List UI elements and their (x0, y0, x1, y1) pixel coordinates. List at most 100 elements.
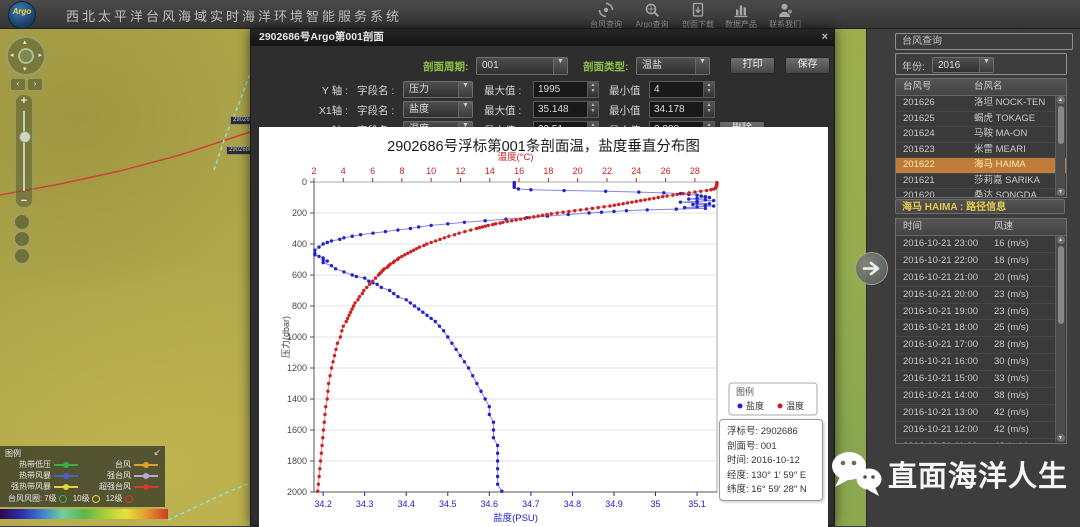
min-label: 最小值 (609, 83, 641, 98)
chevron-down-icon[interactable]: ▼ (695, 58, 709, 74)
pan-down-icon[interactable]: ▾ (23, 66, 27, 73)
field-label: 字段名 : (357, 83, 394, 98)
x1-field-select[interactable]: 盐度 ▼ (403, 101, 473, 118)
dialog-titlebar[interactable]: 2902686号Argo第001剖面 × (251, 29, 834, 46)
track-row[interactable]: 2016-10-21 19:00 23 (m/s) (896, 304, 1066, 321)
watermark: 直面海洋人生 (828, 446, 1068, 502)
track-row[interactable]: 2016-10-21 18:00 25 (m/s) (896, 320, 1066, 337)
type-select[interactable]: 温盐 ▼ (636, 57, 710, 75)
y-min-input[interactable]: 4 ▲▼ (649, 81, 715, 98)
app-header: Argo 西北太平洋台风海域实时海洋环境智能服务系统 台风查询 Argo查询 剖… (0, 0, 1080, 29)
typhoon-search-box[interactable]: 台风查询 (895, 33, 1073, 50)
scroll-down-icon[interactable]: ▼ (1057, 434, 1065, 442)
y-max-input[interactable]: 1995 ▲▼ (533, 81, 599, 98)
zoom-slider[interactable]: + − (15, 94, 33, 208)
map-tool-button-2[interactable] (14, 231, 30, 247)
zoom-track[interactable] (23, 111, 25, 191)
track-row[interactable]: 2016-10-21 12:00 42 (m/s) (896, 422, 1066, 439)
stepper-arrows[interactable]: ▲▼ (703, 82, 714, 97)
typhoon-icon (598, 2, 614, 18)
close-icon[interactable]: × (822, 29, 828, 46)
track-row[interactable]: 2016-10-21 21:00 20 (m/s) (896, 270, 1066, 287)
legend-marker (54, 461, 78, 468)
scroll-thumb[interactable] (1058, 106, 1064, 144)
argo-trajectory-line-2 (168, 484, 248, 520)
zoom-out-button[interactable]: − (16, 195, 32, 207)
scrollbar[interactable]: ▲ ▼ (1055, 96, 1065, 196)
svg-text:20: 20 (573, 166, 583, 176)
typhoon-row[interactable]: 201622 海马 HAIMA (896, 158, 1066, 174)
typhoon-row[interactable]: 201625 蝎虎 TOKAGE (896, 112, 1066, 128)
x1-min-input[interactable]: 34.178 ▲▼ (649, 101, 715, 118)
chevron-down-icon[interactable]: ▼ (458, 102, 472, 117)
track-row[interactable]: 2016-10-21 17:00 28 (m/s) (896, 337, 1066, 354)
nav-argo-query[interactable]: Argo查询 (629, 2, 675, 30)
track-row[interactable]: 2016-10-21 14:00 38 (m/s) (896, 388, 1066, 405)
stepper-arrows[interactable]: ▲▼ (587, 82, 598, 97)
year-label: 年份: (902, 58, 925, 73)
scroll-thumb[interactable] (1058, 246, 1064, 324)
typhoon-row[interactable]: 201620 桑达 SONGDA (896, 189, 1066, 198)
wind-circle-legend: 台风风圈: 7级 10级 12级 (8, 493, 139, 504)
track-row[interactable]: 2016-10-21 20:00 23 (m/s) (896, 287, 1066, 304)
scrollbar[interactable]: ▲ ▼ (1055, 236, 1065, 442)
print-button[interactable]: 打印 (730, 57, 775, 74)
stepper-arrows[interactable]: ▲▼ (587, 102, 598, 117)
track-row[interactable]: 2016-10-21 16:00 30 (m/s) (896, 354, 1066, 371)
pan-right-icon[interactable]: ▸ (38, 52, 42, 59)
svg-text:温度: 温度 (786, 400, 804, 411)
pan-up-icon[interactable]: ▴ (23, 39, 27, 46)
scroll-up-icon[interactable]: ▲ (1057, 96, 1065, 104)
svg-text:34.3: 34.3 (356, 499, 374, 509)
app-title: 西北太平洋台风海域实时海洋环境智能服务系统 (66, 6, 402, 25)
track-row[interactable]: 2016-10-21 11:00 42 (m/s) (896, 439, 1066, 444)
argo-logo: Argo (8, 1, 36, 29)
nav-contact-us[interactable]: 联系我们 (762, 2, 808, 30)
typhoon-row[interactable]: 201621 莎莉嘉 SARIKA (896, 174, 1066, 190)
typhoon-row[interactable]: 201623 米雷 MEARI (896, 143, 1066, 159)
zoom-in-button[interactable]: + (16, 95, 32, 107)
pan-center-icon[interactable] (18, 48, 34, 64)
profile-chart: 2902686号浮标第001条剖面温，盐度垂直分布图 0200400600800… (259, 127, 828, 527)
svg-text:14: 14 (485, 166, 495, 176)
track-row[interactable]: 2016-10-21 13:00 42 (m/s) (896, 405, 1066, 422)
track-row[interactable]: 2016-10-21 23:00 16 (m/s) (896, 236, 1066, 253)
typhoon-row[interactable]: 201624 马鞍 MA-ON (896, 127, 1066, 143)
nav-data-products[interactable]: 数据产品 (718, 2, 764, 30)
x1-max-input[interactable]: 35.148 ▲▼ (533, 101, 599, 118)
nav-typhoon-query[interactable]: 台风查询 (583, 2, 629, 30)
track-row[interactable]: 2016-10-21 15:00 33 (m/s) (896, 371, 1066, 388)
max-label: 最大值 : (484, 103, 521, 118)
y-field-select[interactable]: 压力 ▼ (403, 81, 473, 98)
sidebar-expand-arrow-button[interactable] (855, 252, 888, 285)
stepper-arrows[interactable]: ▲▼ (703, 102, 714, 117)
track-row[interactable]: 2016-10-21 22:00 18 (m/s) (896, 253, 1066, 270)
map-pan-compass[interactable]: ▴ ▾ ◂ ▸ (6, 36, 46, 76)
scroll-down-icon[interactable]: ▼ (1057, 188, 1065, 196)
year-select[interactable]: 2016 ▼ (932, 57, 994, 73)
save-button[interactable]: 保存 (785, 57, 830, 74)
collapse-icon[interactable]: ↙ (153, 447, 161, 458)
history-back-button[interactable]: ‹ (10, 78, 26, 91)
nav-profile-download[interactable]: 剖面下载 (675, 2, 721, 30)
typhoon-row[interactable]: 201626 洛坦 NOCK-TEN (896, 96, 1066, 112)
cycle-select[interactable]: 001 ▼ (476, 57, 568, 75)
typhoon-table: 台风号 台风名 201626 洛坦 NOCK-TEN 201625 蝎虎 TOK… (895, 78, 1067, 198)
map-tool-button-1[interactable] (14, 214, 30, 230)
svg-text:200: 200 (292, 208, 307, 218)
svg-text:温度(°C): 温度(°C) (498, 151, 534, 163)
chevron-down-icon[interactable]: ▼ (458, 82, 472, 97)
chevron-down-icon[interactable]: ▼ (979, 58, 993, 72)
history-forward-button[interactable]: › (27, 78, 43, 91)
zoom-handle[interactable] (19, 131, 31, 143)
cycle-label: 剖面周期: (423, 59, 469, 74)
svg-text:2000: 2000 (287, 487, 307, 497)
map-tool-button-3[interactable] (14, 248, 30, 264)
wechat-icon (828, 446, 886, 502)
svg-text:28: 28 (690, 166, 700, 176)
scroll-up-icon[interactable]: ▲ (1057, 236, 1065, 244)
chevron-down-icon[interactable]: ▼ (553, 58, 567, 74)
year-filter-box: 年份: 2016 ▼ (895, 53, 1067, 75)
legend-title: 图例 (5, 448, 21, 459)
pan-left-icon[interactable]: ◂ (10, 52, 14, 59)
